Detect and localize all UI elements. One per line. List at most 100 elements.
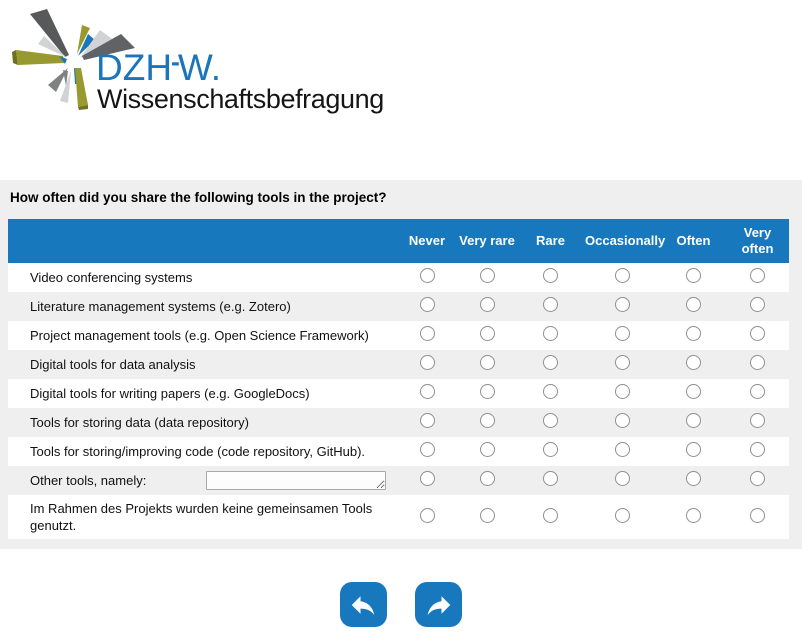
radio-cell bbox=[661, 495, 726, 539]
table-row: Im Rahmen des Projekts wurden keine geme… bbox=[8, 495, 789, 539]
radio-button-row3-col4[interactable] bbox=[686, 355, 701, 370]
radio-button-row7-col5[interactable] bbox=[750, 471, 765, 486]
radio-cell bbox=[518, 292, 583, 321]
radio-cell bbox=[398, 408, 456, 437]
radio-button-row8-col0[interactable] bbox=[419, 507, 435, 523]
radio-button-row1-col3[interactable] bbox=[614, 297, 630, 312]
column-header: Very often bbox=[726, 219, 789, 263]
radio-button-row1-col5[interactable] bbox=[750, 297, 765, 312]
radio-button-row6-col0[interactable] bbox=[419, 442, 435, 457]
radio-button-row2-col3[interactable] bbox=[614, 326, 630, 341]
radio-cell bbox=[518, 321, 583, 350]
radio-button-row4-col3[interactable] bbox=[614, 384, 630, 399]
radio-cell bbox=[661, 263, 726, 292]
radio-button-row2-col5[interactable] bbox=[750, 326, 765, 341]
radio-button-row3-col1[interactable] bbox=[479, 355, 495, 370]
radio-button-row6-col5[interactable] bbox=[750, 442, 765, 457]
column-header: Rare bbox=[518, 219, 583, 263]
radio-button-row0-col2[interactable] bbox=[543, 268, 558, 283]
radio-button-row2-col2[interactable] bbox=[543, 326, 558, 341]
radio-button-row1-col4[interactable] bbox=[686, 297, 701, 312]
radio-button-row3-col0[interactable] bbox=[419, 355, 435, 370]
radio-cell bbox=[456, 495, 518, 539]
curved-arrow-right-icon bbox=[427, 595, 450, 615]
table-row: Digital tools for writing papers (e.g. G… bbox=[8, 379, 789, 408]
radio-cell bbox=[583, 408, 661, 437]
radio-cell bbox=[726, 437, 789, 466]
radio-button-row0-col3[interactable] bbox=[614, 268, 630, 283]
logo-subtitle: Wissenschaftsbefragung bbox=[97, 84, 384, 114]
radio-cell bbox=[398, 263, 456, 292]
row-label-cell: Tools for storing/improving code (code r… bbox=[8, 437, 398, 466]
radio-button-row4-col2[interactable] bbox=[543, 384, 558, 399]
table-row: Digital tools for data analysis bbox=[8, 350, 789, 379]
radio-button-row2-col1[interactable] bbox=[479, 326, 495, 341]
radio-cell bbox=[726, 408, 789, 437]
radio-button-row0-col4[interactable] bbox=[686, 268, 701, 283]
radio-button-row7-col4[interactable] bbox=[686, 471, 701, 486]
radio-cell bbox=[518, 350, 583, 379]
forward-button[interactable] bbox=[415, 582, 463, 627]
other-tools-input[interactable] bbox=[206, 471, 386, 490]
header-row: Never Very rare Rare Occasionally Often Very … bbox=[8, 219, 789, 263]
radio-button-row6-col2[interactable] bbox=[543, 442, 558, 457]
back-button[interactable] bbox=[339, 582, 387, 627]
radio-button-row6-col4[interactable] bbox=[686, 442, 701, 457]
radio-button-row1-col1[interactable] bbox=[479, 297, 495, 312]
radio-button-row7-col2[interactable] bbox=[543, 471, 558, 486]
radio-button-row6-col3[interactable] bbox=[614, 442, 630, 457]
column-header: Never bbox=[398, 219, 456, 263]
radio-button-row6-col1[interactable] bbox=[479, 442, 495, 457]
radio-cell bbox=[583, 263, 661, 292]
row-label: Im Rahmen des Projekts wurden keine geme… bbox=[30, 501, 373, 533]
radio-button-row8-col1[interactable] bbox=[479, 507, 495, 523]
curved-arrow-left-icon bbox=[352, 595, 375, 615]
table-row: Project management tools (e.g. Open Scie… bbox=[8, 321, 789, 350]
row-label-cell: Digital tools for writing papers (e.g. G… bbox=[8, 379, 398, 408]
radio-button-row5-col1[interactable] bbox=[479, 413, 495, 428]
radio-button-row4-col0[interactable] bbox=[419, 384, 435, 399]
table-row: Other tools, namely: bbox=[8, 466, 789, 495]
radio-button-row5-col5[interactable] bbox=[750, 413, 765, 428]
radio-button-row5-col3[interactable] bbox=[614, 413, 630, 428]
radio-button-row0-col5[interactable] bbox=[750, 268, 765, 283]
radio-cell bbox=[726, 263, 789, 292]
radio-button-row3-col3[interactable] bbox=[614, 355, 630, 370]
radio-button-row7-col1[interactable] bbox=[479, 471, 495, 486]
radio-button-row4-col4[interactable] bbox=[686, 384, 701, 399]
radio-button-row8-col4[interactable] bbox=[686, 507, 701, 523]
radio-button-row1-col0[interactable] bbox=[419, 297, 435, 312]
column-header: Occasionally bbox=[583, 219, 665, 263]
radio-cell bbox=[398, 292, 456, 321]
radio-button-row5-col2[interactable] bbox=[543, 413, 558, 428]
radio-button-row4-col5[interactable] bbox=[750, 384, 765, 399]
radio-button-row3-col5[interactable] bbox=[750, 355, 765, 370]
radio-button-row5-col0[interactable] bbox=[419, 413, 435, 428]
radio-button-row7-col3[interactable] bbox=[614, 471, 630, 486]
radio-button-row2-col4[interactable] bbox=[686, 326, 701, 341]
radio-button-row8-col3[interactable] bbox=[614, 507, 630, 523]
radio-button-row0-col0[interactable] bbox=[419, 268, 435, 283]
row-label-cell: Literature management systems (e.g. Zote… bbox=[8, 292, 398, 321]
radio-cell bbox=[726, 292, 789, 321]
radio-cell bbox=[583, 292, 661, 321]
radio-button-row7-col0[interactable] bbox=[419, 471, 435, 486]
question-section: How often did you share the following to… bbox=[0, 180, 802, 549]
radio-button-row0-col1[interactable] bbox=[479, 268, 495, 283]
radio-cell bbox=[456, 350, 518, 379]
radio-cell bbox=[398, 437, 456, 466]
radio-button-row3-col2[interactable] bbox=[543, 355, 558, 370]
radio-cell bbox=[456, 408, 518, 437]
radio-button-row8-col5[interactable] bbox=[750, 507, 765, 523]
nav-bar bbox=[0, 582, 802, 627]
radio-cell bbox=[518, 263, 583, 292]
radio-button-row8-col2[interactable] bbox=[543, 507, 558, 523]
radio-button-row5-col4[interactable] bbox=[686, 413, 701, 428]
radio-cell bbox=[661, 437, 726, 466]
radio-button-row1-col2[interactable] bbox=[543, 297, 558, 312]
radio-button-row2-col0[interactable] bbox=[419, 326, 435, 341]
logo-hyphen: - bbox=[171, 46, 180, 77]
radio-button-row4-col1[interactable] bbox=[479, 384, 495, 399]
radio-cell bbox=[456, 321, 518, 350]
dzhw-starburst-icon bbox=[12, 9, 135, 110]
